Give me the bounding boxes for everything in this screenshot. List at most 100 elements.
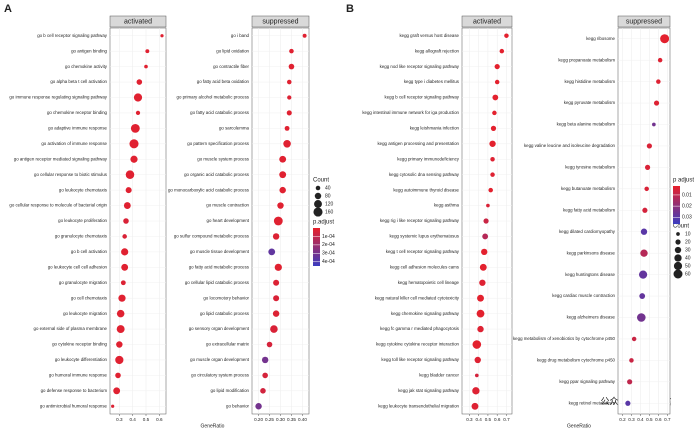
y-tick-label: go chemokine receptor binding: [47, 110, 108, 115]
y-tick-label: go contractile fiber: [213, 64, 249, 69]
dot: [279, 186, 286, 194]
dot: [288, 63, 295, 70]
x-tick-label: 0.35: [287, 417, 296, 422]
dot: [490, 156, 495, 162]
dot: [260, 388, 266, 394]
dot: [499, 48, 505, 54]
dot: [262, 372, 268, 379]
dot: [625, 400, 631, 406]
dot: [482, 233, 489, 240]
dot: [492, 110, 497, 116]
y-tick-label: go behavior: [226, 403, 249, 408]
y-tick-label: go granulocyte migration: [59, 280, 108, 285]
y-tick-label: kegg metabolism of xenobiotics by cytoch…: [513, 336, 616, 341]
panel-label: A: [4, 3, 12, 15]
x-tick-label: 0.20: [254, 417, 263, 422]
dot: [115, 372, 121, 379]
x-tick-label: 0.3: [466, 417, 473, 422]
dot: [631, 336, 637, 342]
dot: [504, 33, 509, 38]
dot: [120, 280, 126, 286]
dot: [122, 234, 127, 239]
x-tick-label: 0.6: [655, 417, 662, 422]
dot: [273, 279, 280, 286]
y-tick-label: kegg beta alanine metabolism: [557, 122, 616, 127]
plot-area: [617, 27, 671, 415]
dot: [483, 218, 489, 224]
dot: [494, 79, 500, 85]
dot: [639, 270, 648, 279]
dot: [135, 110, 141, 116]
size-legend-label: 40: [685, 255, 691, 261]
dot: [494, 64, 500, 70]
dot: [115, 355, 124, 365]
y-tick-label: go organic acid catabolic process: [184, 172, 250, 177]
size-legend-dot: [314, 192, 322, 200]
y-tick-label: go antigen receptor mediated signaling p…: [14, 156, 108, 161]
y-tick-label: go leukocyte migration: [63, 311, 107, 316]
y-tick-label: go b cell receptor signaling pathway: [37, 33, 108, 38]
dot: [660, 34, 670, 44]
x-tick-label: 0.5: [143, 417, 150, 422]
dot: [118, 294, 126, 302]
x-tick-label: 0.3: [628, 417, 635, 422]
size-legend-label: 120: [325, 201, 334, 207]
size-legend-dot: [675, 239, 681, 245]
y-tick-label: go cell chemotaxis: [71, 295, 108, 300]
y-tick-label: kegg retinol metabolism: [569, 400, 616, 405]
size-legend-label: 40: [325, 185, 331, 191]
facet-strip: [251, 15, 310, 28]
y-tick-label: go muscle tissue development: [190, 249, 250, 254]
y-tick-label: kegg antigen processing and presentation: [377, 141, 459, 146]
dot: [136, 79, 143, 85]
color-tick-label: 4e-04: [322, 259, 335, 265]
y-tick-label: go muscle organ development: [190, 357, 250, 362]
y-tick-label: kegg nod like receptor signaling pathway: [380, 64, 460, 69]
x-tick-label: 0.2: [619, 417, 626, 422]
color-tick-label: 3e-04: [322, 251, 335, 257]
y-tick-label: kegg graft versus host disease: [399, 33, 459, 38]
y-tick-label: kegg t cell receptor signaling pathway: [386, 249, 460, 254]
x-tick-label: 0.5: [646, 417, 653, 422]
dot: [123, 202, 131, 209]
dot: [272, 310, 280, 317]
size-legend-label: 20: [685, 239, 691, 245]
dot: [283, 140, 291, 148]
dot: [286, 79, 292, 85]
y-tick-label: kegg butanoate metabolism: [561, 186, 615, 191]
x-axis-title: GeneRatio: [567, 423, 591, 429]
dot: [476, 309, 485, 318]
dot: [652, 122, 656, 127]
y-tick-label: kegg leishmania infection: [410, 126, 460, 131]
dot: [640, 228, 648, 235]
y-tick-label: go leukocyte proliferation: [58, 218, 107, 223]
x-tick-label: 0.4: [129, 417, 136, 422]
y-tick-label: kegg cytokine cytokine receptor interact…: [376, 342, 460, 347]
y-tick-label: kegg primary immunodeficiency: [397, 156, 460, 161]
y-tick-label: kegg huntingtons disease: [565, 272, 615, 277]
dot: [472, 340, 482, 349]
y-tick-label: go i band: [231, 33, 250, 38]
y-tick-label: go cellular lipid catabolic process: [185, 280, 250, 285]
dot: [125, 187, 132, 194]
dot: [472, 387, 480, 395]
y-tick-label: go granulocyte chemotaxis: [55, 234, 108, 239]
dot: [489, 140, 496, 147]
x-axis-title: GeneRatio: [201, 423, 225, 429]
y-tick-label: kegg propanoate metabolism: [558, 57, 615, 62]
dot: [474, 373, 479, 378]
y-tick-label: go sulfur compound metabolic process: [174, 234, 250, 239]
y-tick-label: go fatty acid beta oxidation: [197, 79, 250, 84]
dot: [113, 387, 121, 395]
dot: [145, 49, 150, 54]
dot: [479, 279, 486, 286]
dot: [116, 325, 125, 334]
dot: [289, 48, 294, 54]
size-legend-label: 160: [325, 209, 334, 215]
facet-title: activated: [473, 18, 501, 25]
dot: [477, 294, 484, 302]
dot: [646, 143, 652, 149]
y-tick-label: go fatty acid metabolic process: [189, 264, 250, 269]
y-tick-label: kegg allograft rejection: [415, 48, 460, 53]
